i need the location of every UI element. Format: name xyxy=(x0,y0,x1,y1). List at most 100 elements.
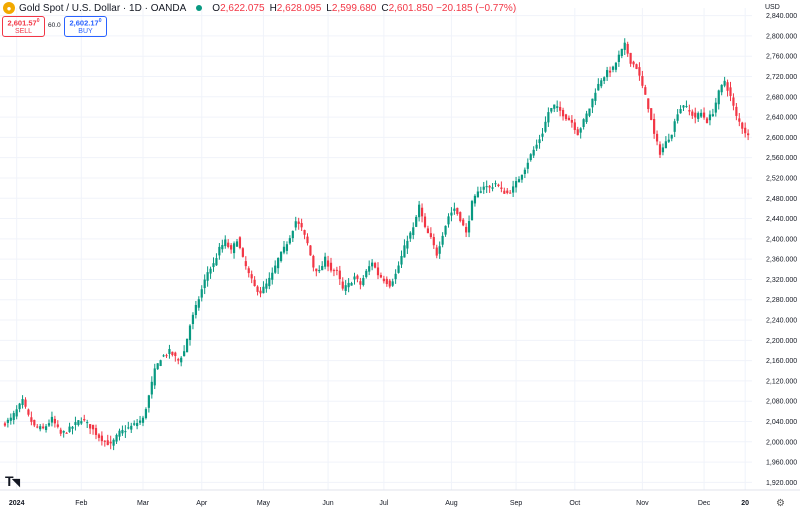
y-tick-label: 2,720.000 xyxy=(766,74,797,81)
candle-body xyxy=(3,423,7,426)
candle-body xyxy=(138,420,142,423)
y-tick-label: 2,120.000 xyxy=(766,378,797,385)
high-label: H xyxy=(269,2,277,14)
candle-body xyxy=(30,417,33,422)
candle-body xyxy=(315,268,318,272)
open-label: O xyxy=(212,2,221,14)
candle-body xyxy=(561,109,565,117)
candle-body xyxy=(24,399,27,407)
candle-body xyxy=(288,238,291,244)
candle-body xyxy=(465,226,468,233)
candle-body xyxy=(68,426,71,432)
candle-body xyxy=(356,275,359,279)
candle-body xyxy=(453,208,456,211)
candle-body xyxy=(300,223,303,228)
change-value: −20.185 (−0.77%) xyxy=(436,2,517,14)
y-tick-label: 2,840.000 xyxy=(766,13,797,20)
candle-body xyxy=(379,274,383,278)
candle-body xyxy=(144,409,148,419)
candle-body xyxy=(714,102,717,113)
symbol-title[interactable]: Gold Spot / U.S. Dollar · 1D · OANDA xyxy=(19,2,187,14)
buy-button[interactable]: 2,602.170 BUY xyxy=(64,16,107,37)
candle-body xyxy=(306,236,309,244)
candle-body xyxy=(559,106,562,111)
candle-body xyxy=(194,305,197,316)
candlestick-series xyxy=(3,38,750,451)
candle-body xyxy=(91,424,95,430)
candle-body xyxy=(259,290,262,294)
y-tick-label: 2,160.000 xyxy=(766,358,797,365)
candle-body xyxy=(679,109,682,114)
y-tick-label: 2,680.000 xyxy=(766,94,797,101)
candle-body xyxy=(235,241,239,247)
candle-body xyxy=(42,426,45,429)
candle-body xyxy=(150,381,153,395)
candle-body xyxy=(623,42,626,50)
x-tick-label: May xyxy=(257,500,271,507)
x-tick-label: 20 xyxy=(741,500,749,507)
candle-body xyxy=(641,76,644,86)
currency-selector[interactable]: USD xyxy=(765,4,780,11)
low-label: L xyxy=(326,2,332,14)
candle-body xyxy=(227,242,230,247)
candle-body xyxy=(570,119,573,123)
candle-body xyxy=(268,277,271,287)
candle-body xyxy=(335,269,338,271)
candle-body xyxy=(682,105,685,108)
candle-body xyxy=(406,240,409,249)
y-tick-label: 2,440.000 xyxy=(766,216,797,223)
candle-body xyxy=(535,144,538,149)
candle-body xyxy=(688,110,691,112)
candle-body xyxy=(553,104,556,109)
gold-coin-icon[interactable]: ● xyxy=(3,2,15,14)
time-axis[interactable]: 2024 Feb Mar Apr May Jun Jul Aug Sep Oct Nov Dec 20 xyxy=(9,500,749,507)
candle-body xyxy=(447,216,450,225)
candle-body xyxy=(600,80,603,87)
sell-button[interactable]: 2,601.570 SELL xyxy=(2,16,45,37)
chart-header: ● Gold Spot / U.S. Dollar · 1D · OANDA O… xyxy=(0,0,735,16)
candle-body xyxy=(215,258,218,266)
y-tick-label: 1,960.000 xyxy=(766,460,797,467)
candle-body xyxy=(635,64,638,69)
candle-body xyxy=(708,114,712,121)
candle-body xyxy=(397,265,400,273)
candle-body xyxy=(702,112,706,118)
candle-body xyxy=(532,149,535,156)
x-tick-label: 2024 xyxy=(9,500,25,507)
candle-body xyxy=(541,133,544,137)
candle-body xyxy=(359,281,362,285)
candle-body xyxy=(53,418,56,424)
candle-body xyxy=(224,239,227,247)
gear-icon[interactable]: ⚙ xyxy=(776,498,785,509)
buy-price-sup: 0 xyxy=(98,18,102,25)
high-value: 2,628.095 xyxy=(276,2,322,14)
spread-value: 60.0 xyxy=(48,22,61,29)
candle-body xyxy=(479,191,482,193)
price-axis[interactable]: 1,920.000 1,960.000 2,000.000 2,040.000 2,08… xyxy=(766,13,797,487)
x-tick-label: Nov xyxy=(636,500,649,507)
candle-body xyxy=(218,246,221,256)
candle-body xyxy=(415,216,418,227)
candle-body xyxy=(588,108,591,116)
candle-body xyxy=(732,97,735,106)
candle-body xyxy=(500,187,503,189)
candle-body xyxy=(579,128,582,133)
open-value: 2,622.075 xyxy=(220,2,265,14)
candle-body xyxy=(620,48,623,57)
sell-price-sup: 0 xyxy=(36,18,40,25)
candle-body xyxy=(162,355,165,357)
candle-body xyxy=(482,186,485,190)
candle-body xyxy=(153,368,156,386)
candle-body xyxy=(564,114,568,120)
candle-body xyxy=(597,83,600,91)
candle-body xyxy=(629,52,632,64)
candle-body xyxy=(473,195,477,204)
candle-body xyxy=(203,279,206,289)
candle-body xyxy=(459,212,462,221)
candle-body xyxy=(371,262,374,267)
y-tick-label: 2,640.000 xyxy=(766,115,797,122)
tradingview-logo-icon[interactable]: T◥ xyxy=(5,473,20,489)
candle-body xyxy=(197,299,200,308)
candle-body xyxy=(65,432,68,434)
